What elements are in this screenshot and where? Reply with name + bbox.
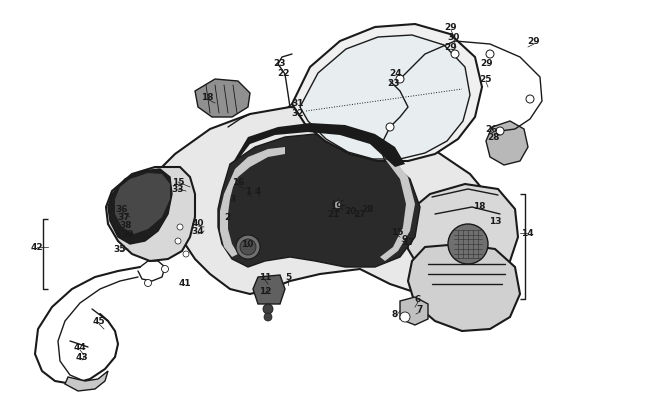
Text: 45: 45 xyxy=(93,317,105,326)
Text: 28: 28 xyxy=(487,133,499,142)
Text: 13: 13 xyxy=(489,217,501,226)
Text: 5: 5 xyxy=(285,273,291,282)
Text: 41: 41 xyxy=(179,279,191,288)
Text: 8: 8 xyxy=(392,310,398,319)
Polygon shape xyxy=(360,140,415,261)
Circle shape xyxy=(400,312,410,322)
Polygon shape xyxy=(408,244,520,331)
Text: 29: 29 xyxy=(445,23,458,32)
Text: 4: 4 xyxy=(255,187,261,196)
Polygon shape xyxy=(115,174,170,234)
Circle shape xyxy=(486,51,494,59)
Text: 43: 43 xyxy=(75,353,88,362)
Polygon shape xyxy=(155,108,505,294)
Text: 44: 44 xyxy=(73,343,86,352)
Polygon shape xyxy=(218,135,420,267)
Polygon shape xyxy=(486,122,528,166)
Polygon shape xyxy=(300,36,470,160)
Text: 23: 23 xyxy=(387,78,399,87)
Circle shape xyxy=(144,280,151,287)
Polygon shape xyxy=(400,297,428,325)
Circle shape xyxy=(263,304,273,314)
Circle shape xyxy=(240,239,256,256)
Circle shape xyxy=(526,96,534,104)
Text: 26: 26 xyxy=(485,125,497,134)
Polygon shape xyxy=(195,80,250,118)
Circle shape xyxy=(264,313,272,321)
Text: 2: 2 xyxy=(224,213,230,222)
Circle shape xyxy=(496,128,504,136)
Circle shape xyxy=(386,124,394,132)
Circle shape xyxy=(236,235,260,259)
Text: 7: 7 xyxy=(417,305,423,314)
Text: 36: 36 xyxy=(116,205,128,214)
Circle shape xyxy=(396,76,404,84)
Circle shape xyxy=(451,51,459,59)
Text: 17: 17 xyxy=(402,238,414,247)
Text: 29: 29 xyxy=(445,43,458,52)
Text: 11: 11 xyxy=(259,273,271,282)
Circle shape xyxy=(183,252,189,257)
Text: 35: 35 xyxy=(114,245,126,254)
Text: 38: 38 xyxy=(120,221,132,230)
Text: 33: 33 xyxy=(172,185,184,194)
Circle shape xyxy=(175,239,181,244)
Text: 34: 34 xyxy=(192,227,204,236)
Text: 1: 1 xyxy=(245,187,251,196)
Text: 42: 42 xyxy=(31,243,44,252)
Text: 12: 12 xyxy=(259,287,271,296)
Text: 10: 10 xyxy=(240,240,254,249)
Text: 40: 40 xyxy=(192,219,204,228)
Text: 29: 29 xyxy=(528,37,540,47)
Text: 19: 19 xyxy=(330,202,343,211)
Text: 9: 9 xyxy=(402,235,408,244)
Text: 32: 32 xyxy=(292,108,304,117)
Circle shape xyxy=(334,202,342,209)
Polygon shape xyxy=(406,185,518,284)
Text: 28: 28 xyxy=(362,205,374,214)
Text: 30: 30 xyxy=(448,34,460,43)
Text: 6: 6 xyxy=(415,295,421,304)
Text: 22: 22 xyxy=(277,68,289,77)
Polygon shape xyxy=(253,275,285,304)
Text: 23: 23 xyxy=(274,58,286,67)
Text: 16: 16 xyxy=(232,178,244,187)
Text: 31: 31 xyxy=(292,98,304,107)
Circle shape xyxy=(177,224,183,230)
Circle shape xyxy=(448,224,488,264)
Text: 29: 29 xyxy=(481,58,493,67)
Circle shape xyxy=(161,266,168,273)
Polygon shape xyxy=(292,25,482,162)
Polygon shape xyxy=(106,168,195,261)
Text: 15: 15 xyxy=(172,178,184,187)
Text: 18: 18 xyxy=(201,92,213,101)
Text: 18: 18 xyxy=(473,202,486,211)
Polygon shape xyxy=(232,124,405,168)
Text: 21: 21 xyxy=(327,210,339,219)
Polygon shape xyxy=(108,170,172,244)
Text: 20: 20 xyxy=(344,207,356,216)
Text: 15: 15 xyxy=(391,228,403,237)
Text: 25: 25 xyxy=(480,75,492,84)
Text: 3: 3 xyxy=(229,195,235,204)
Text: 37: 37 xyxy=(118,213,130,222)
Text: 24: 24 xyxy=(390,68,402,77)
Text: 14: 14 xyxy=(521,229,533,238)
Text: 27: 27 xyxy=(354,210,367,219)
Text: 39: 39 xyxy=(122,230,135,239)
Polygon shape xyxy=(220,148,285,257)
Polygon shape xyxy=(65,371,108,391)
